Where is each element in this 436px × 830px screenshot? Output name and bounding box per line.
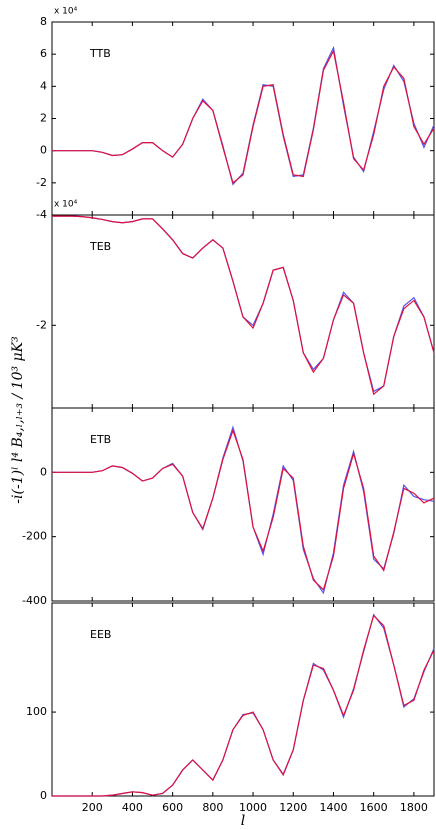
y-tick-label: -200	[22, 530, 47, 543]
series-line	[52, 49, 435, 184]
series-line	[52, 45, 435, 186]
axis-exponent: x 10⁴	[54, 200, 78, 210]
y-tick-label: 100	[26, 705, 47, 718]
x-tick-label: 1800	[400, 801, 428, 814]
y-tick-label: -4	[36, 208, 47, 221]
x-axis-label: l	[241, 813, 245, 829]
x-tick-label: 200	[82, 801, 103, 814]
y-tick-label: -2	[36, 318, 47, 331]
series-line	[52, 613, 435, 797]
panel-frame	[51, 407, 435, 602]
x-tick-label: 400	[122, 801, 143, 814]
y-tick-label: 0	[40, 465, 47, 478]
y-tick-label: 8	[40, 15, 47, 28]
panel-label: EEB	[90, 628, 111, 641]
panel-label: TEB	[89, 240, 111, 253]
y-tick-label: 6	[40, 47, 47, 60]
axis-exponent: x 10⁴	[54, 7, 78, 17]
y-tick-label: 0	[40, 144, 47, 157]
x-tick-label: 1200	[279, 801, 307, 814]
y-tick-label: 4	[40, 79, 47, 92]
y-axis-label: -i(-1)ˡ l⁴ B₄,ₗ,ₗ₊₃ / 10³ μK³	[10, 336, 26, 504]
panel-label: TTB	[89, 47, 111, 60]
y-tick-label: -2	[36, 176, 47, 189]
x-tick-label: 1000	[239, 801, 267, 814]
series-line	[52, 428, 435, 591]
x-tick-label: 800	[202, 801, 223, 814]
x-tick-label: 1400	[319, 801, 347, 814]
y-tick-label: 2	[40, 112, 47, 125]
series-line	[52, 425, 435, 595]
x-tick-label: 1600	[360, 801, 388, 814]
y-tick-label: -400	[22, 594, 47, 607]
series-line	[52, 215, 435, 396]
x-tick-label: 600	[162, 801, 183, 814]
series-line	[52, 614, 435, 797]
y-tick-label: 0	[40, 789, 47, 802]
panel-frame	[51, 602, 435, 797]
panel-label: ETB	[90, 433, 111, 446]
